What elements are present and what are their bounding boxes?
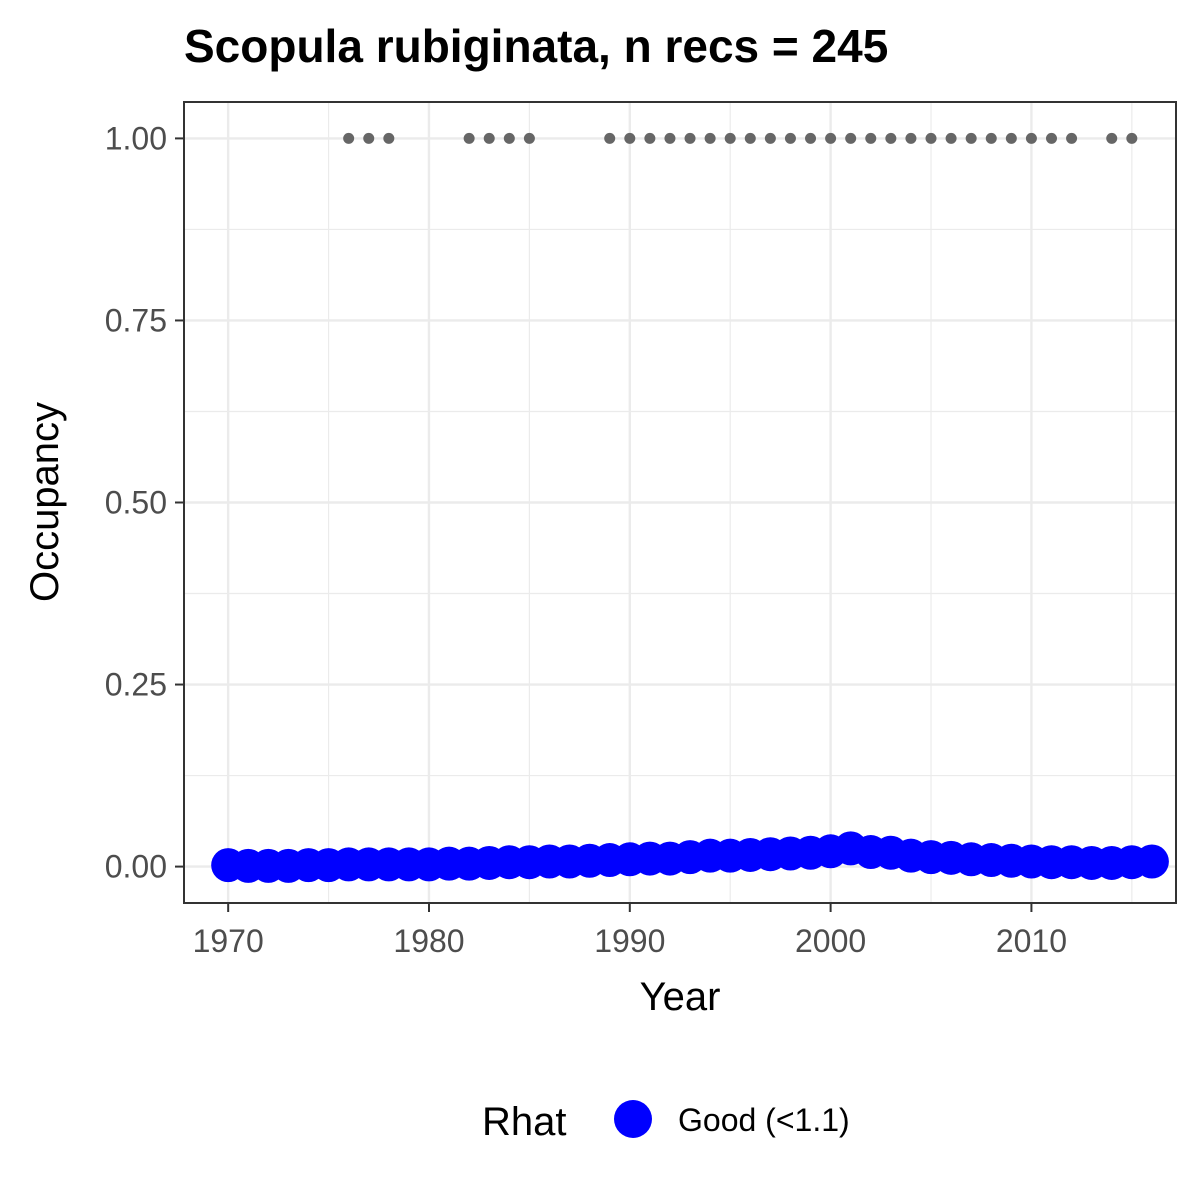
record-point (1045, 132, 1057, 144)
record-point (805, 132, 817, 144)
x-tick-label: 1980 (393, 923, 464, 959)
record-point (523, 132, 535, 144)
legend-title: Rhat (482, 1100, 567, 1144)
record-point (925, 132, 937, 144)
records-series (343, 132, 1138, 144)
record-point (1126, 132, 1138, 144)
record-point (503, 132, 515, 144)
record-point (704, 132, 716, 144)
record-point (1106, 132, 1118, 144)
record-point (825, 132, 837, 144)
axes: 1970 1980 1990 2000 2010 0.00 0.25 0.50 0.75 1.00 (105, 120, 1067, 959)
x-tick-label: 2000 (795, 923, 866, 959)
x-tick-label: 1970 (193, 923, 264, 959)
legend-swatch (614, 1100, 652, 1138)
record-point (383, 132, 395, 144)
record-point (985, 132, 997, 144)
record-point (965, 132, 977, 144)
record-point (905, 132, 917, 144)
record-point (744, 132, 756, 144)
record-point (363, 132, 375, 144)
record-point (865, 132, 877, 144)
record-point (845, 132, 857, 144)
x-axis-title: Year (640, 975, 721, 1019)
record-point (1025, 132, 1037, 144)
record-point (664, 132, 676, 144)
record-point (724, 132, 736, 144)
record-point (764, 132, 776, 144)
record-point (624, 132, 636, 144)
record-point (644, 132, 656, 144)
occupancy-series (211, 831, 1169, 883)
y-tick-label: 0.50 (105, 485, 167, 521)
y-tick-label: 0.00 (105, 849, 167, 885)
record-point (463, 132, 475, 144)
y-tick-label: 0.25 (105, 667, 167, 703)
y-axis-title: Occupancy (23, 402, 67, 602)
record-point (604, 132, 616, 144)
record-point (885, 132, 897, 144)
record-point (784, 132, 796, 144)
x-tick-label: 1990 (594, 923, 665, 959)
record-point (684, 132, 696, 144)
y-tick-label: 1.00 (105, 120, 167, 156)
legend: Rhat Good (<1.1) (482, 1100, 850, 1144)
chart-title: Scopula rubiginata, n recs = 245 (184, 20, 888, 72)
y-tick-label: 0.75 (105, 302, 167, 338)
occupancy-point (1134, 844, 1169, 879)
record-point (343, 132, 355, 144)
legend-label: Good (<1.1) (678, 1102, 850, 1138)
record-point (1066, 132, 1078, 144)
x-tick-label: 2010 (996, 923, 1067, 959)
record-point (1005, 132, 1017, 144)
record-point (945, 132, 957, 144)
record-point (483, 132, 495, 144)
